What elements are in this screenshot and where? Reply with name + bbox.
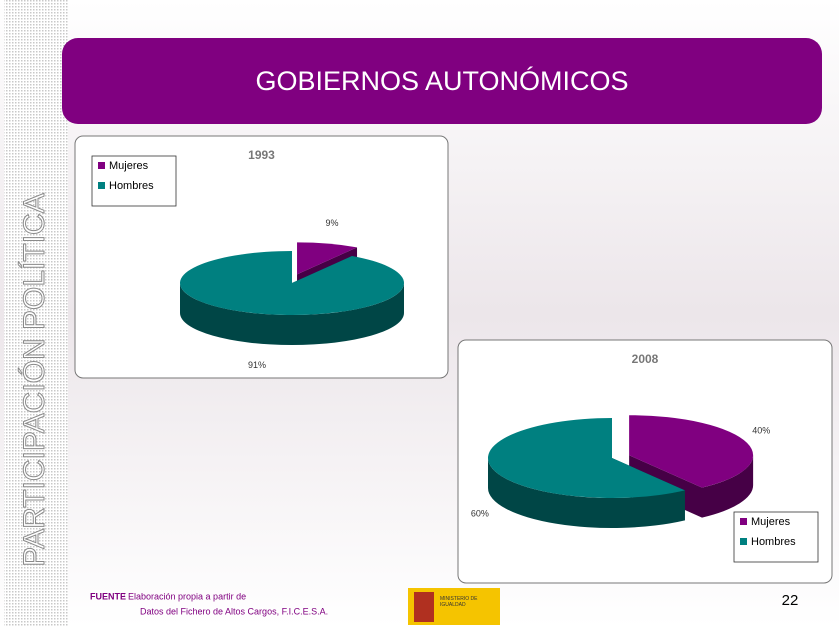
chart-title: 2008 — [632, 352, 659, 366]
slice-side — [180, 283, 404, 345]
slice — [488, 418, 685, 498]
logo-text: MINISTERIO DE IGUALDAD — [440, 596, 478, 608]
data-label: 9% — [326, 218, 339, 228]
data-label: 60% — [471, 508, 489, 518]
legend-label: Mujeres — [109, 160, 149, 172]
data-label: 40% — [752, 426, 770, 436]
data-label: 91% — [248, 360, 266, 370]
pie — [488, 415, 754, 528]
slice — [297, 242, 358, 275]
pie — [180, 242, 404, 345]
logo-emblem — [414, 592, 434, 622]
logo-text-box: MINISTERIO DE IGUALDAD — [440, 596, 478, 608]
footer-line: Datos del Fichero de Altos Cargos, F.I.C… — [140, 606, 328, 616]
slice — [180, 251, 404, 315]
footer-line: : Elaboración propia a partir de — [123, 591, 246, 601]
legend-swatch — [98, 182, 105, 189]
legend-swatch — [740, 518, 747, 525]
legend-swatch — [98, 162, 105, 169]
legend-label: Hombres — [109, 180, 154, 192]
footer-label: FUENTE — [90, 591, 126, 601]
sidebar — [4, 0, 68, 627]
legend-label: Mujeres — [751, 516, 791, 528]
chart-title: 1993 — [248, 148, 275, 162]
slice-side — [702, 455, 754, 518]
legend-box — [91, 155, 177, 207]
slice — [629, 415, 754, 488]
legend-label: Hombres — [751, 536, 796, 548]
header-band — [62, 38, 822, 124]
legend-swatch — [740, 538, 747, 545]
header-title: GOBIERNOS AUTONÓMICOS — [255, 65, 628, 96]
legend-box — [733, 511, 819, 563]
slice-side — [488, 458, 685, 528]
page-number: 22 — [782, 592, 799, 609]
sidebar-text: PARTICIPACIÓN POLÍTICA — [18, 193, 51, 566]
